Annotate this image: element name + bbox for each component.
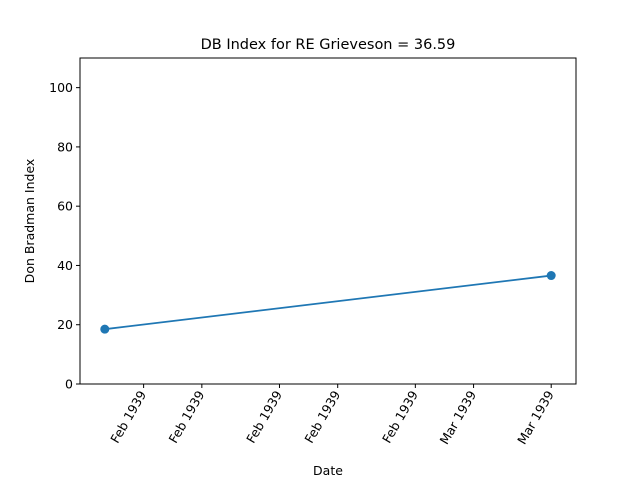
data-point — [546, 271, 556, 281]
y-tick-label: 80 — [57, 139, 73, 154]
data-point — [100, 324, 110, 334]
y-tick-label: 0 — [65, 377, 73, 392]
x-axis-label: Date — [313, 463, 343, 478]
y-tick-label: 40 — [57, 258, 73, 273]
axes-frame — [79, 57, 577, 385]
y-axis-label: Don Bradman Index — [22, 159, 37, 284]
chart-title: DB Index for RE Grieveson = 36.59 — [201, 37, 456, 53]
plot-area — [100, 271, 556, 334]
y-tick-label: 20 — [57, 317, 73, 332]
y-tick-label: 100 — [49, 80, 73, 95]
y-axis: 0 20 40 60 80 100 — [49, 80, 80, 392]
y-tick-label: 60 — [57, 199, 73, 214]
series-line — [104, 274, 552, 331]
